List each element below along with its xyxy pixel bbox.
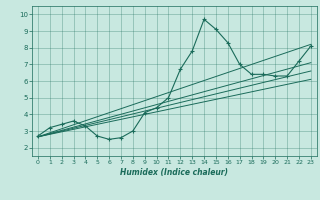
X-axis label: Humidex (Indice chaleur): Humidex (Indice chaleur) [120,168,228,177]
